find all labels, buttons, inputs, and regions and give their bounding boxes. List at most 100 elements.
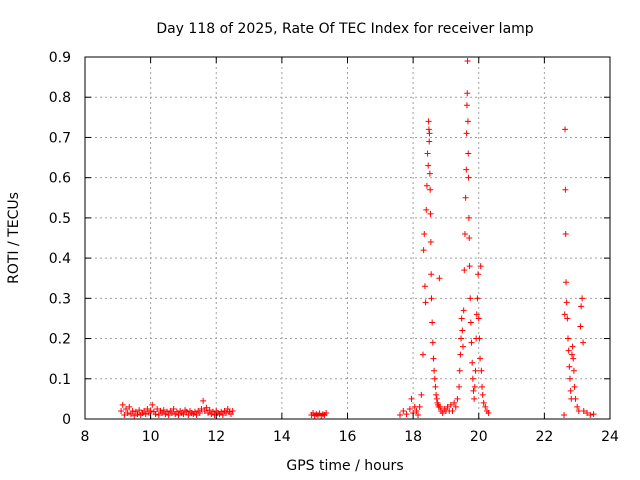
- data-point: [142, 411, 149, 418]
- data-point: [427, 239, 434, 246]
- data-point: [467, 319, 474, 326]
- data-point: [198, 405, 205, 412]
- data-point: [406, 405, 413, 412]
- data-point: [563, 299, 570, 306]
- data-point: [464, 58, 471, 65]
- y-tick-label: 0.6: [49, 171, 71, 187]
- data-point: [482, 403, 489, 410]
- data-point: [201, 407, 208, 414]
- y-tick-label: 0.8: [49, 90, 71, 106]
- data-point: [427, 210, 434, 217]
- data-point: [168, 409, 175, 416]
- data-point: [461, 230, 468, 237]
- data-point: [590, 411, 597, 418]
- data-point: [431, 375, 438, 382]
- data-point: [425, 162, 432, 169]
- data-point: [123, 405, 130, 412]
- data-point: [584, 409, 591, 416]
- data-point: [180, 411, 187, 418]
- data-point: [562, 126, 569, 133]
- data-point: [468, 339, 475, 346]
- data-point: [473, 311, 480, 318]
- data-point: [577, 323, 584, 330]
- data-point: [570, 355, 577, 362]
- data-point: [185, 411, 192, 418]
- data-point: [564, 315, 571, 322]
- data-point: [476, 335, 483, 342]
- data-point: [219, 411, 226, 418]
- data-point: [477, 263, 484, 270]
- data-point: [472, 367, 479, 374]
- data-point: [563, 279, 570, 286]
- data-point: [165, 411, 172, 418]
- data-point: [469, 375, 476, 382]
- data-point: [449, 407, 456, 414]
- data-point: [565, 335, 571, 342]
- data-point: [141, 407, 148, 414]
- data-point: [228, 411, 235, 418]
- data-points: [118, 58, 597, 419]
- data-point: [131, 412, 138, 419]
- data-point: [430, 355, 437, 362]
- y-tick-label: 0.3: [49, 291, 71, 307]
- data-point: [426, 130, 433, 137]
- y-tick-label: 0.4: [49, 251, 71, 267]
- data-point: [460, 343, 466, 350]
- y-tick-label: 0.5: [49, 211, 71, 227]
- data-point: [154, 405, 161, 412]
- data-point: [408, 395, 415, 402]
- data-point: [155, 411, 162, 418]
- data-point: [121, 411, 128, 418]
- data-point: [134, 411, 141, 418]
- data-point: [463, 166, 470, 173]
- data-point: [423, 206, 430, 213]
- data-point: [421, 230, 428, 237]
- y-tick-label: 0.7: [49, 130, 71, 146]
- data-point: [475, 271, 482, 278]
- data-point: [460, 307, 467, 314]
- data-point: [457, 351, 464, 358]
- data-point: [416, 403, 423, 410]
- data-point: [467, 295, 474, 302]
- data-point: [403, 411, 410, 418]
- y-tick-label: 0.1: [49, 372, 71, 388]
- data-point: [149, 401, 156, 408]
- data-point: [580, 339, 587, 346]
- data-point: [464, 90, 471, 97]
- y-tick-labels: 0 0.1 0.2 0.3 0.4 0.5 0.6 0.7 0.8 0.9: [49, 50, 71, 428]
- data-point: [203, 404, 210, 411]
- data-point: [466, 235, 473, 241]
- data-point: [229, 407, 236, 414]
- data-point: [422, 299, 429, 306]
- data-point: [471, 395, 478, 402]
- data-point: [136, 407, 143, 414]
- data-point: [433, 391, 440, 398]
- data-point: [164, 408, 171, 415]
- data-point: [456, 383, 463, 390]
- x-tick-labels: 8 10 12 14 16 18 20 22 24: [81, 429, 619, 445]
- data-point: [397, 411, 403, 418]
- data-point: [463, 130, 470, 137]
- data-point: [454, 395, 461, 402]
- x-axis-label: GPS time / hours: [286, 458, 403, 474]
- data-point: [191, 408, 198, 415]
- data-point: [323, 409, 330, 416]
- data-point: [147, 407, 154, 414]
- data-point: [429, 339, 436, 346]
- data-point: [447, 401, 454, 408]
- x-tick-label: 10: [142, 429, 160, 445]
- data-point: [458, 335, 465, 342]
- data-point: [464, 118, 471, 125]
- data-point: [426, 170, 433, 177]
- data-point: [461, 267, 468, 274]
- y-tick-label: 0.9: [49, 50, 71, 66]
- x-tick-label: 16: [339, 429, 357, 445]
- data-point: [574, 403, 581, 410]
- data-point: [466, 263, 473, 270]
- x-tick-label: 14: [273, 429, 291, 445]
- data-point: [458, 315, 465, 322]
- data-point: [413, 407, 420, 414]
- data-point: [465, 214, 472, 221]
- x-tick-label: 12: [207, 429, 225, 445]
- data-point: [183, 408, 190, 415]
